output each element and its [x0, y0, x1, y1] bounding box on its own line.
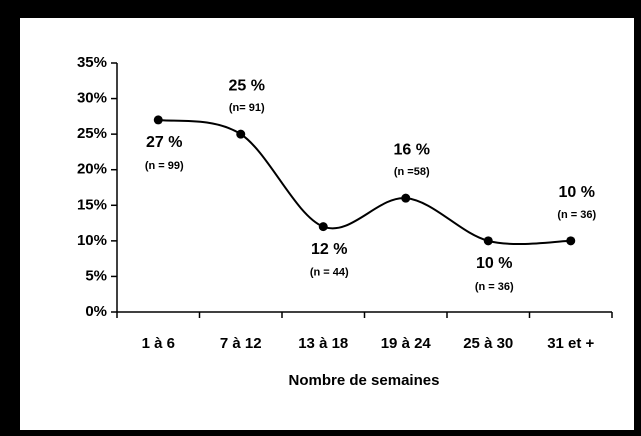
y-tick-label: 30% [77, 90, 107, 107]
sample-label: (n = 44) [310, 267, 349, 279]
y-tick-label: 20% [77, 161, 107, 178]
y-tick-label: 15% [77, 196, 107, 213]
value-label: 16 % [394, 141, 430, 158]
value-label: 12 % [311, 241, 347, 258]
x-tick-label: 13 à 18 [298, 335, 348, 352]
marker [566, 236, 576, 246]
marker [401, 193, 411, 203]
value-label: 25 % [229, 77, 265, 94]
x-tick-label: 1 à 6 [142, 335, 175, 352]
chart-area [20, 18, 634, 430]
x-tick-label: 25 à 30 [463, 335, 513, 352]
marker [236, 129, 246, 139]
sample-label: (n = 36) [475, 281, 514, 293]
value-label: 10 % [476, 255, 512, 272]
sample-label: (n = 36) [557, 209, 596, 221]
marker [483, 236, 493, 246]
y-tick-label: 5% [85, 267, 107, 284]
x-tick-label: 7 à 12 [220, 335, 262, 352]
y-tick-label: 25% [77, 125, 107, 142]
y-tick-label: 35% [77, 54, 107, 71]
marker [318, 222, 328, 232]
x-axis-title: Nombre de semaines [289, 372, 440, 389]
marker [153, 115, 163, 125]
sample-label: (n = 99) [145, 160, 184, 172]
x-tick-label: 31 et + [547, 335, 594, 352]
x-tick-label: 19 à 24 [381, 335, 432, 352]
value-label: 27 % [146, 134, 182, 151]
sample-label: (n =58) [394, 166, 430, 178]
value-label: 10 % [559, 184, 595, 201]
y-tick-label: 10% [77, 232, 107, 249]
sample-label: (n= 91) [229, 102, 265, 114]
y-tick-label: 0% [85, 303, 107, 320]
